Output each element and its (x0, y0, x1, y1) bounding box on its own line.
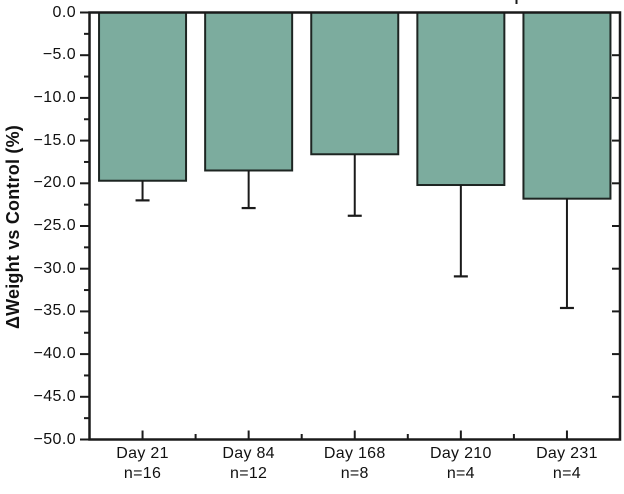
x-tick-day-label: Day 168 (323, 445, 386, 462)
x-tick-label: Day 168 n=8 (302, 444, 408, 483)
x-tick-label: Day 231 n=4 (514, 444, 620, 483)
bar-day-84 (204, 11, 294, 172)
y-tick-label: 0.0 (52, 3, 76, 21)
x-tick-n-label: n=8 (340, 464, 369, 482)
y-tick-label: −35.0 (33, 302, 76, 320)
x-tick-label: Day 210 n=4 (408, 444, 514, 483)
x-tick-day-label: Day 84 (222, 445, 275, 462)
x-tick-n-label: n=16 (123, 464, 162, 482)
x-tick-day-label: Day 21 (116, 445, 169, 462)
y-tick-label: −15.0 (33, 131, 76, 149)
y-tick-label: −40.0 (33, 345, 76, 363)
x-tick-day-label: Day 210 (429, 445, 492, 462)
x-tick-label: Day 21 n=16 (90, 444, 196, 483)
bar-day-21 (98, 11, 188, 182)
x-tick-label: Day 84 n=12 (196, 444, 302, 483)
y-tick-label: −20.0 (33, 174, 76, 192)
x-tick-n-label: n=4 (446, 464, 475, 482)
x-tick-n-label: n=12 (230, 464, 268, 482)
x-tick-day-label: Day 231 (536, 445, 598, 462)
y-tick-label: −5.0 (42, 46, 76, 64)
y-tick-label: −45.0 (33, 387, 76, 405)
bar-day-210 (416, 11, 506, 187)
y-tick-label: −25.0 (33, 217, 76, 234)
y-tick-label: −10.0 (33, 88, 76, 106)
bar-day-231 (522, 11, 612, 200)
y-tick-label: −30.0 (33, 259, 76, 277)
x-tick-n-label: n=4 (552, 464, 581, 482)
y-tick-label: −50.0 (33, 430, 76, 448)
bar-day-168 (310, 11, 400, 156)
